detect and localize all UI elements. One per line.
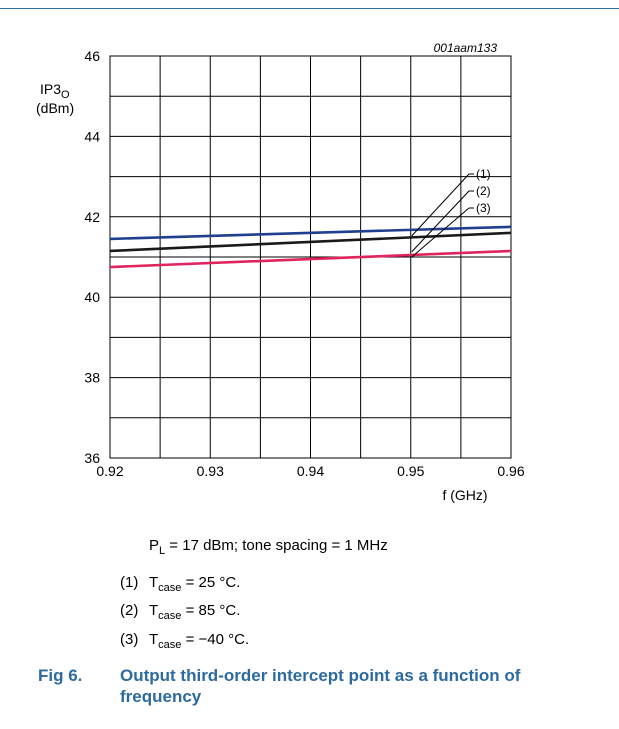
top-rule	[0, 8, 619, 9]
x-tick-label: 0.93	[197, 463, 224, 479]
note-1: (1) Tcase = 25 °C.	[120, 574, 240, 597]
note-3-text: = −40 °C.	[181, 631, 250, 648]
callout-leader-2	[411, 190, 470, 253]
note-3-symbol: T	[149, 631, 159, 648]
callout-leader-3	[411, 207, 470, 258]
pl-subscript: L	[159, 545, 166, 557]
x-tick-label: 0.95	[397, 463, 424, 479]
series-line-3	[109, 249, 512, 269]
y-axis-title: IP3O	[40, 81, 70, 101]
ip3-chart: (1) (2) (3) 0.92 0.93 0.94 0.95 0.96 36 38 40 42 4…	[36, 41, 525, 503]
y-tick-label: 46	[84, 48, 100, 64]
callout-label-2: (2)	[476, 184, 491, 198]
figure-number: Fig 6.	[38, 666, 83, 685]
note-1-text: = 25 °C.	[181, 574, 241, 591]
series-callouts: (1) (2) (3)	[411, 167, 491, 258]
note-2-symbol: T	[149, 602, 159, 619]
note-1-number: (1)	[120, 574, 139, 591]
note-3-number: (3)	[120, 631, 139, 648]
x-axis-title: f (GHz)	[442, 487, 487, 503]
y-axis-title-sub: O	[61, 89, 70, 101]
x-tick-label: 0.96	[497, 463, 524, 479]
pl-symbol: P	[149, 537, 160, 554]
figure-title: Output third-order intercept point as a …	[120, 666, 521, 706]
note-1-symbol: T	[149, 574, 159, 591]
conditions-text: = 17 dBm; tone spacing = 1 MHz	[165, 537, 388, 554]
note-2: (2) Tcase = 85 °C.	[120, 602, 240, 625]
y-tick-label: 36	[84, 450, 100, 466]
y-axis-unit: (dBm)	[36, 100, 74, 116]
note-3-subscript: case	[158, 639, 182, 651]
note-2-subscript: case	[158, 610, 182, 622]
figure-caption: Fig 6. Output third-order intercept point…	[38, 665, 598, 707]
note-2-text: = 85 °C.	[181, 602, 241, 619]
note-2-number: (2)	[120, 602, 139, 619]
callout-label-3: (3)	[476, 201, 491, 215]
note-1-subscript: case	[158, 582, 182, 594]
note-3: (3) Tcase = −40 °C.	[120, 631, 249, 654]
conditions-line: PL = 17 dBm; tone spacing = 1 MHz	[149, 537, 388, 560]
callout-leader-1	[411, 173, 470, 237]
figure-ref-code: 001aam133	[434, 41, 498, 55]
x-tick-labels: 0.92 0.93 0.94 0.95 0.96	[96, 463, 524, 479]
series-line-2	[109, 231, 512, 253]
callout-label-1: (1)	[476, 167, 491, 181]
y-axis-title-main: IP3	[40, 81, 61, 97]
x-tick-label: 0.92	[96, 463, 123, 479]
y-tick-label: 40	[84, 289, 100, 305]
y-tick-label: 38	[84, 370, 100, 386]
y-tick-labels: 36 38 40 42 44 46	[84, 48, 100, 466]
x-tick-label: 0.94	[297, 463, 324, 479]
y-tick-label: 44	[84, 128, 100, 144]
y-tick-label: 42	[84, 209, 100, 225]
